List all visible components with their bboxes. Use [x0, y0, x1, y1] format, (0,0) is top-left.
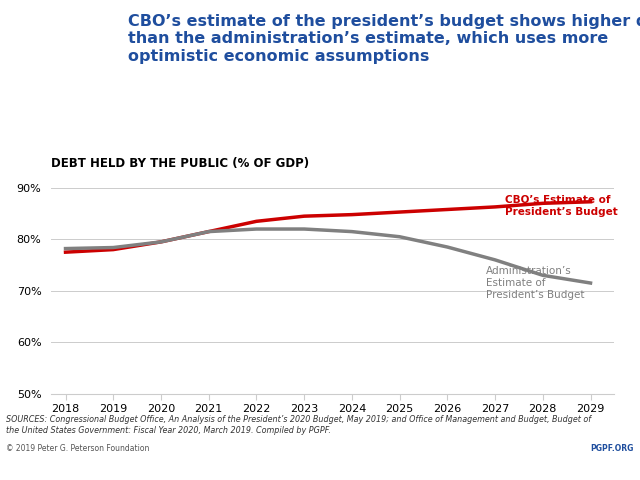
- Text: SOURCES: Congressional Budget Office, An Analysis of the President’s 2020 Budget: SOURCES: Congressional Budget Office, An…: [6, 415, 591, 434]
- Text: PETER G.: PETER G.: [44, 26, 84, 36]
- Text: PGPF.ORG: PGPF.ORG: [590, 444, 634, 453]
- Polygon shape: [41, 70, 87, 83]
- Text: CBO’s Estimate of
President’s Budget: CBO’s Estimate of President’s Budget: [504, 195, 618, 216]
- Text: DEBT HELD BY THE PUBLIC (% OF GDP): DEBT HELD BY THE PUBLIC (% OF GDP): [51, 156, 309, 170]
- Text: PETERSON: PETERSON: [37, 40, 91, 48]
- Polygon shape: [52, 62, 76, 70]
- Text: CBO’s estimate of the president’s budget shows higher debt
than the administrati: CBO’s estimate of the president’s budget…: [128, 14, 640, 64]
- Text: Administration’s
Estimate of
President’s Budget: Administration’s Estimate of President’s…: [486, 266, 584, 300]
- Text: © 2019 Peter G. Peterson Foundation: © 2019 Peter G. Peterson Foundation: [6, 444, 150, 453]
- Text: FOUNDATION: FOUNDATION: [43, 55, 85, 60]
